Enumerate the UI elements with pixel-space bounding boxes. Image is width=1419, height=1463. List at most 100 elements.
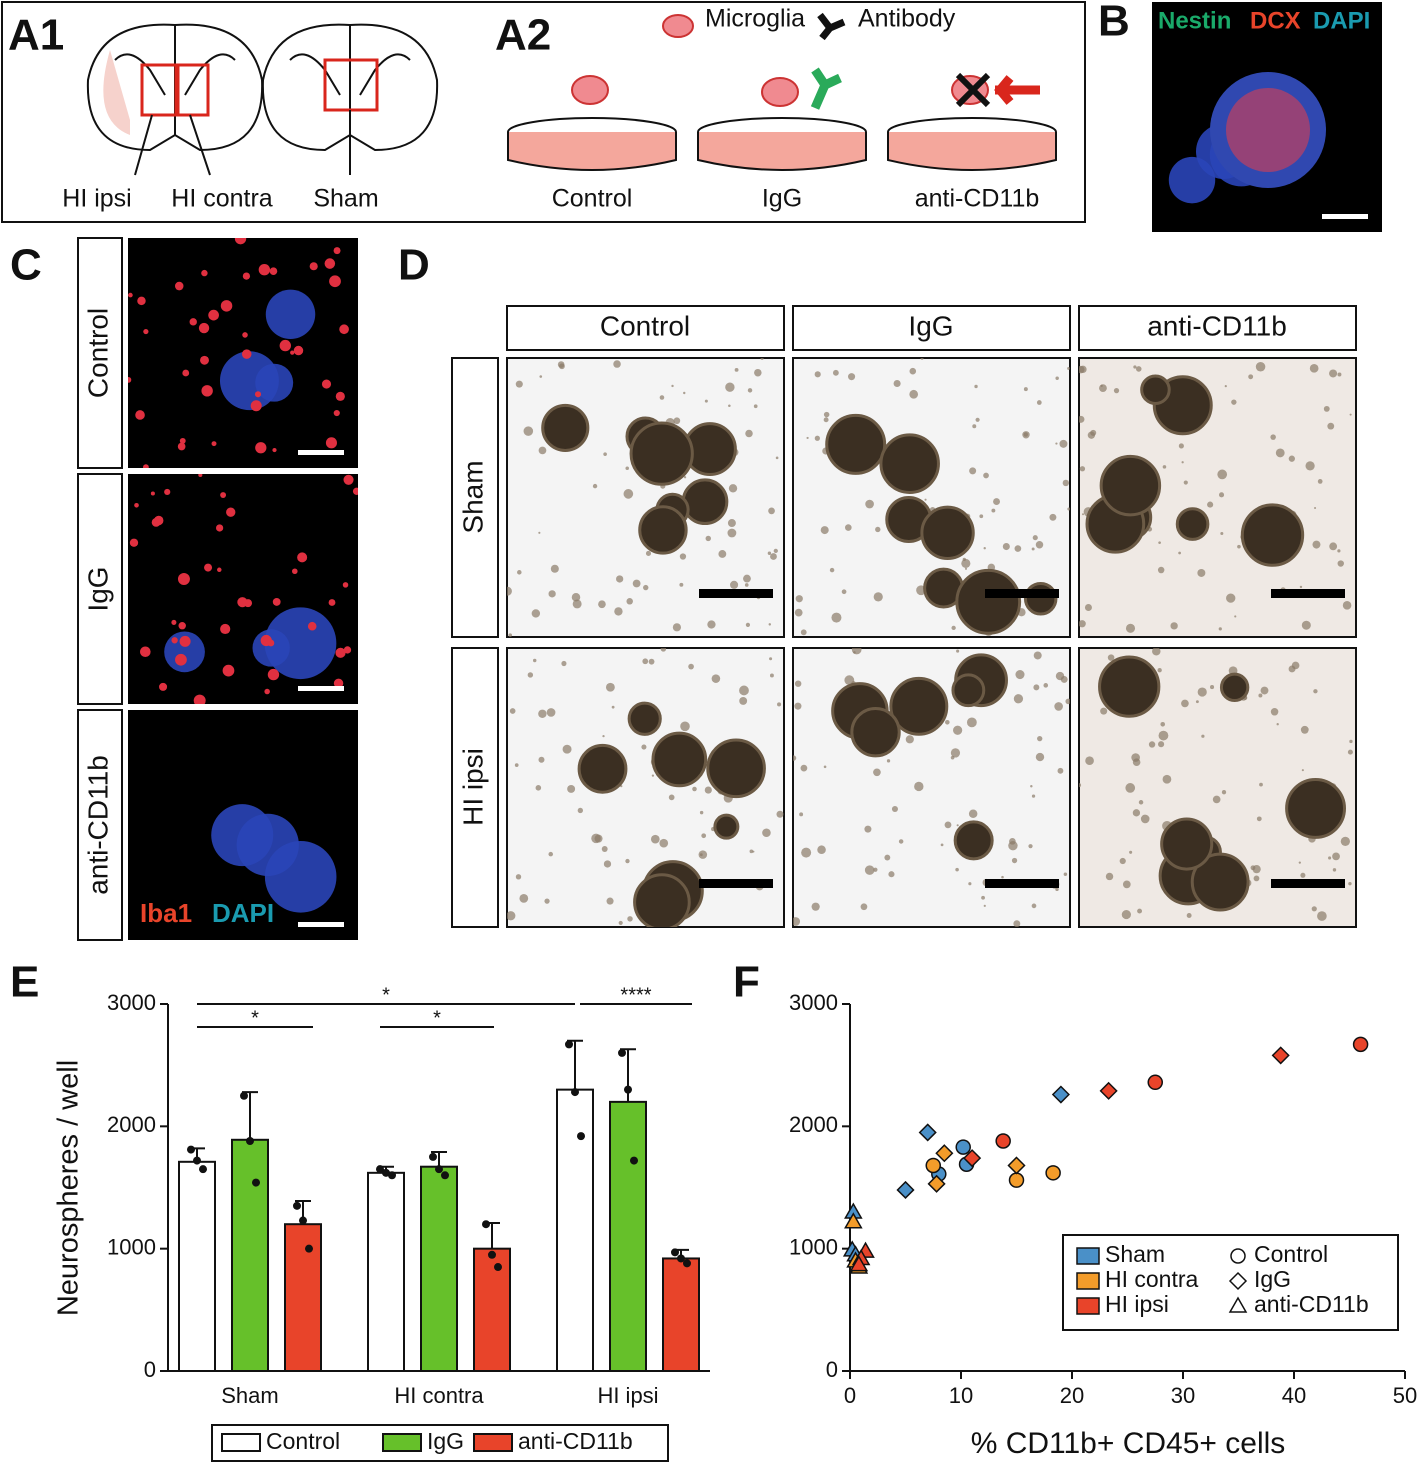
microglia [171,637,178,644]
cell [1276,723,1279,726]
cell [651,774,655,777]
cell [1323,405,1330,412]
cell [508,633,513,637]
cell [1079,466,1086,472]
microglia [272,448,277,453]
cell [1054,702,1063,711]
legend-label: anti-CD11b [1254,1291,1369,1317]
cell [602,735,605,738]
cell [1317,911,1327,921]
cell [1298,861,1301,864]
cell [668,794,675,801]
cell [515,380,523,388]
label: anti-CD11b [915,185,1040,213]
cell [873,592,883,602]
cell [606,897,614,905]
panel-label: E [10,958,39,1007]
microglia [324,258,336,269]
cell [1055,442,1058,445]
cell [1033,651,1042,660]
cell [641,744,647,750]
cell [550,564,559,573]
bar [367,1171,405,1372]
cell [562,744,572,754]
microglia [178,621,186,630]
neurosphere [1285,777,1346,839]
cell [571,593,581,602]
marker [995,1133,1011,1149]
cell [1028,844,1033,849]
cell [814,371,821,378]
cell [950,748,961,758]
neurosphere [541,403,590,452]
neurosphere [1175,507,1210,541]
cell [823,417,829,423]
data-point [677,1254,685,1263]
cell [975,417,980,422]
microglia [135,410,145,420]
microglia [343,646,352,654]
cell [1349,413,1352,416]
scale-bar [298,450,344,455]
microglia [297,552,308,563]
neurosphere [879,433,940,494]
cell [605,682,615,692]
column-label: IgG [908,310,953,341]
cell [829,567,835,573]
x-tick-label: HI contra [394,1383,484,1408]
scale-bar [1322,214,1368,219]
cell [1062,479,1070,487]
column-label-box [506,305,785,351]
cell [616,575,624,583]
cell [1234,615,1237,618]
cell [1224,385,1227,388]
panel-label: A1 [8,11,64,60]
cell [1099,384,1107,393]
cell [679,553,687,560]
cell [1162,774,1172,784]
row-label: HI ipsi [457,748,488,826]
cell [956,824,959,827]
cell [546,708,556,717]
row-label-box [77,237,123,469]
neurosphere [264,840,337,913]
cell [688,663,694,670]
microglia [333,678,344,689]
cell [538,446,547,455]
cell [1079,415,1085,423]
cell [924,498,927,501]
micrograph-content [793,648,1070,927]
cell [1217,469,1228,480]
cell [853,651,856,654]
cell [831,612,842,623]
microglia [242,272,251,280]
neurosphere [953,820,994,861]
microglia [254,391,262,398]
neurosphere [920,505,975,561]
cell [1023,387,1028,392]
data-point [624,1085,632,1094]
microglia [179,437,186,444]
cell [1043,683,1049,688]
marker [1147,1074,1163,1091]
cell [1037,735,1043,742]
cell [1036,400,1042,405]
column-label: anti-CD11b [1147,310,1287,341]
microglia [193,694,206,704]
cell [659,838,669,848]
microglia [342,582,349,588]
microglia [234,238,247,245]
cell [752,850,755,853]
data-point [199,1165,207,1174]
microglia [258,264,271,276]
cell [1260,686,1269,695]
microglia [241,349,252,359]
cell [517,570,522,575]
marker [1008,1172,1025,1188]
data-point [683,1259,691,1268]
microglia [243,599,253,608]
marker [1007,1156,1026,1175]
label: Sham [313,185,378,213]
microglia [143,328,149,335]
